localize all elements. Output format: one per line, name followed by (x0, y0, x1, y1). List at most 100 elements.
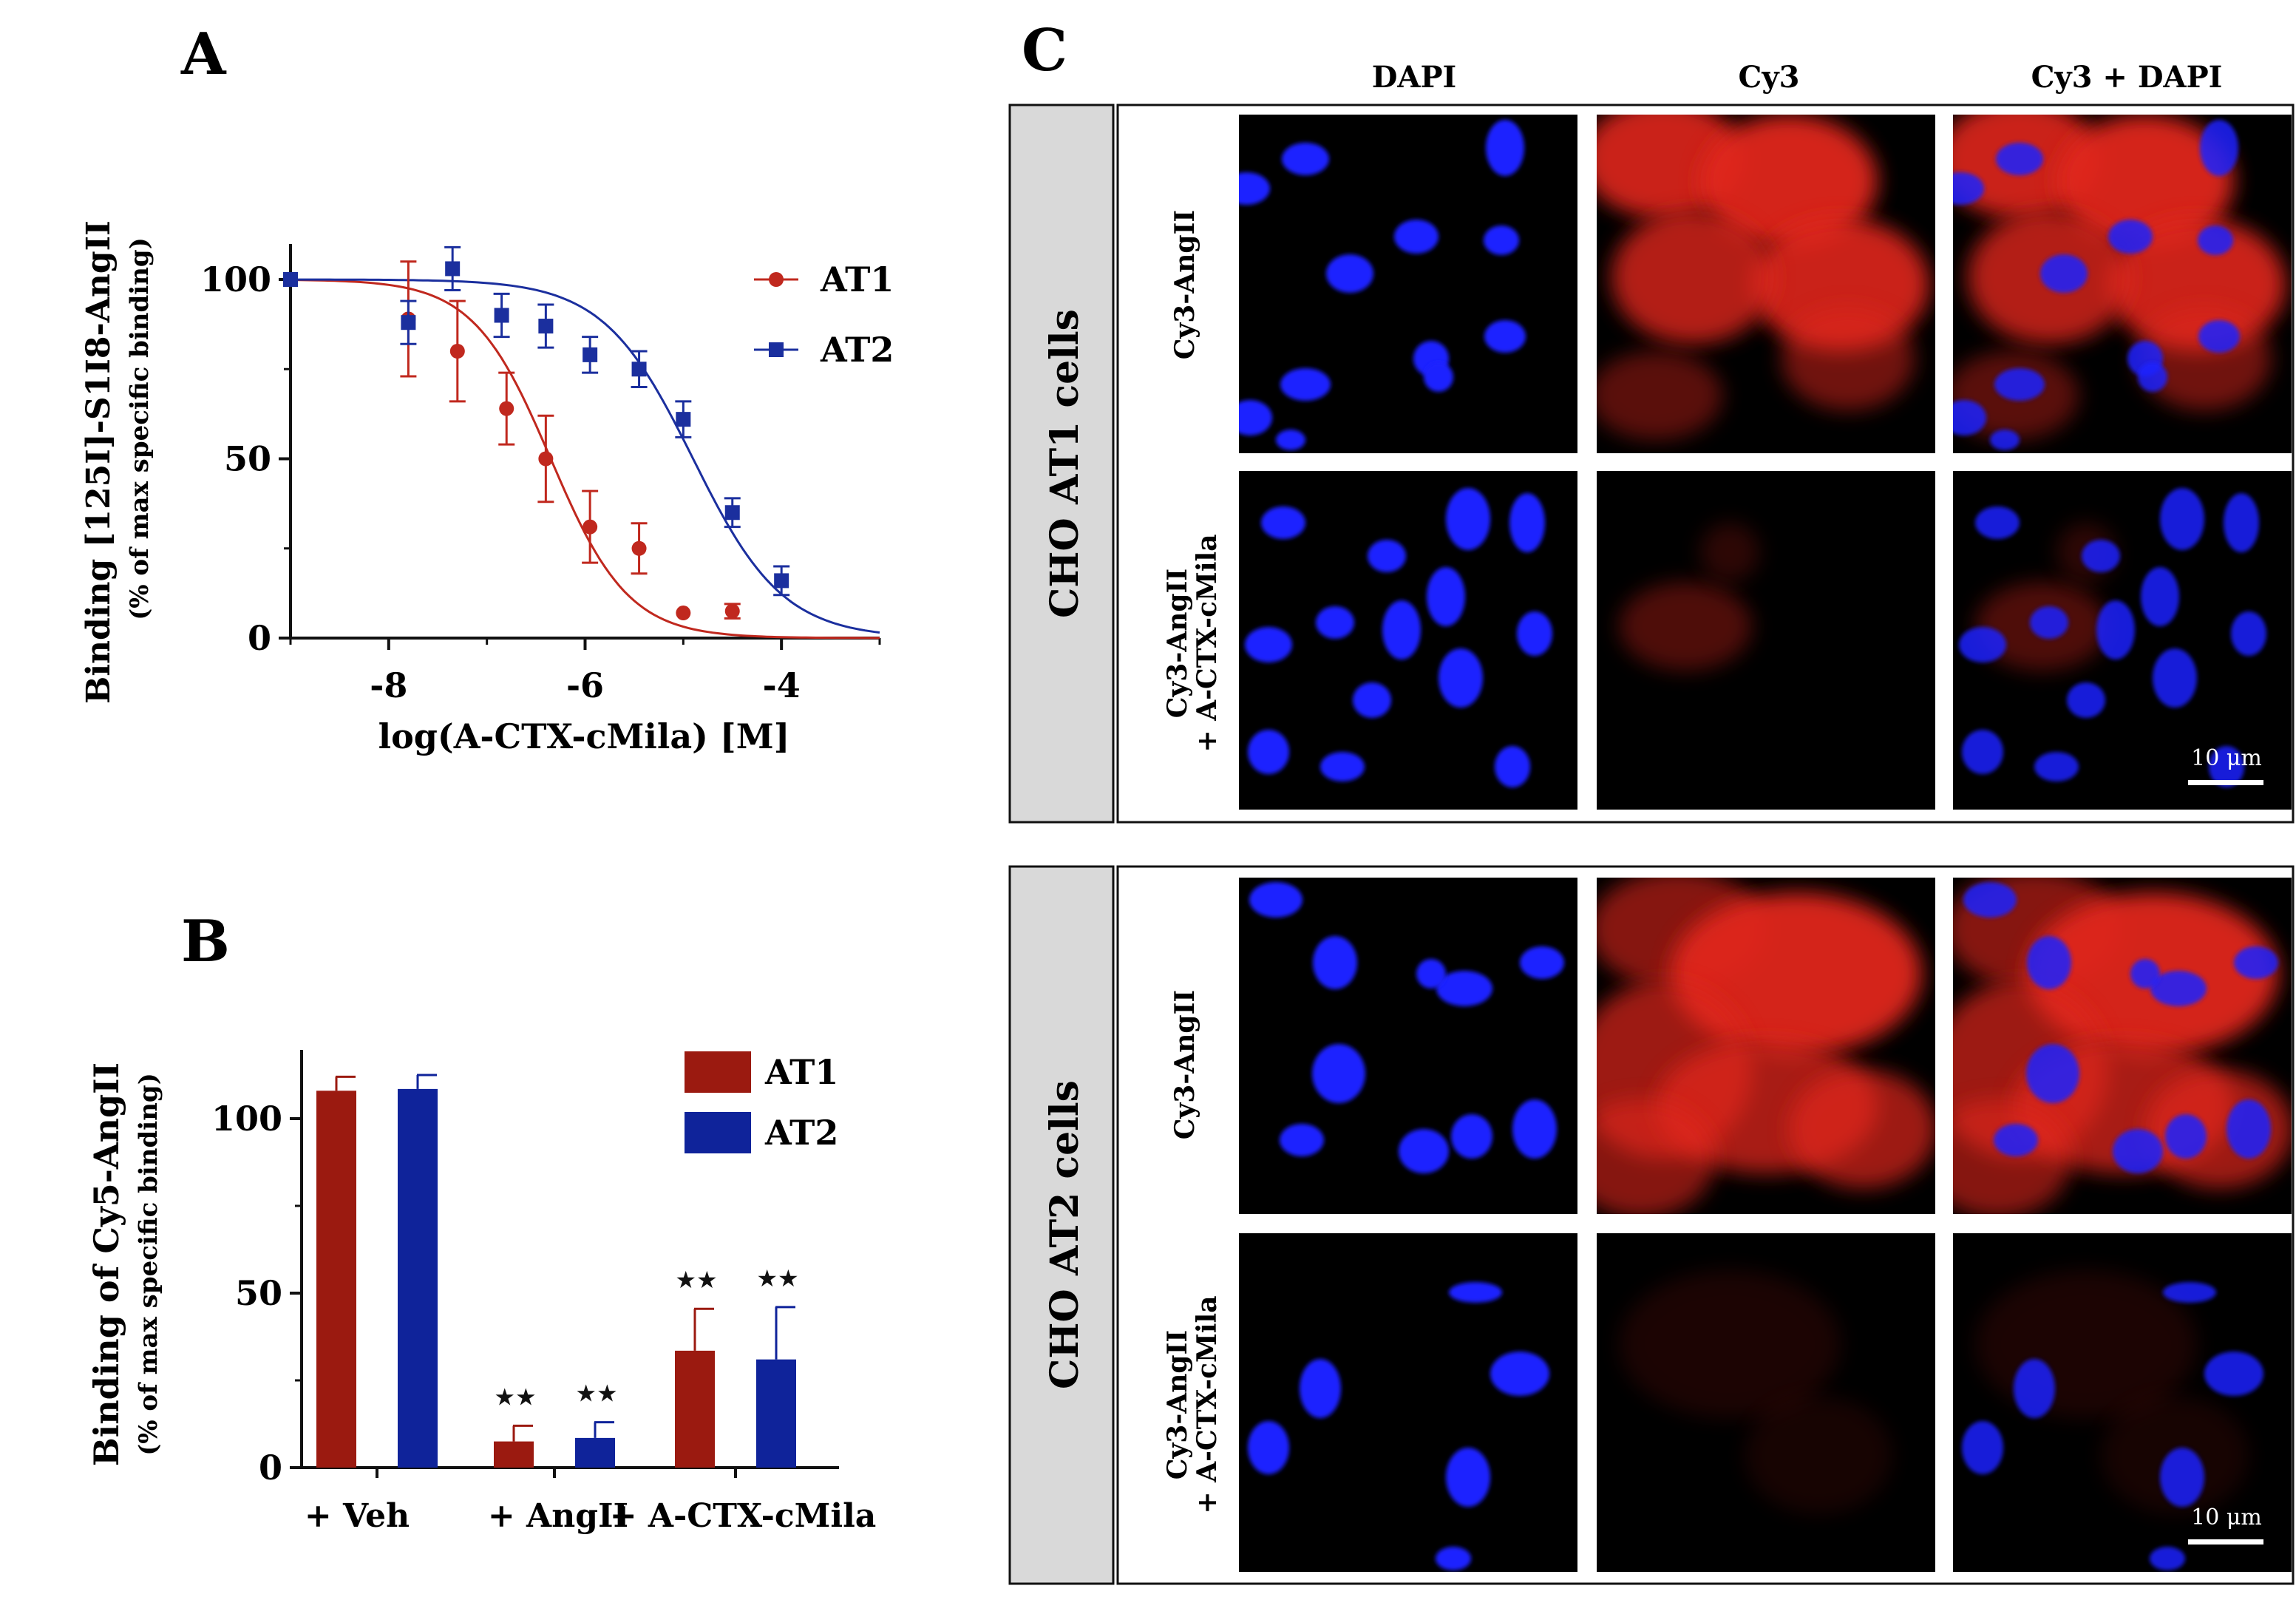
dapi-nucleus (2082, 540, 2120, 572)
scale-bar-at2 (2188, 1539, 2263, 1545)
cy3-signal (1782, 307, 1915, 410)
cell-line-label-at1: CHO AT1 cells (1042, 309, 1087, 618)
panel-label-a: A (180, 21, 227, 88)
dapi-nucleus (1427, 567, 1465, 626)
dapi-nucleus (2153, 648, 2197, 708)
chart-a-xlabel: log(A-CTX-cMila) [M] (378, 716, 790, 756)
micro-image (1597, 878, 1935, 1214)
dapi-nucleus (2113, 1129, 2163, 1173)
dapi-nucleus (2200, 120, 2238, 176)
dapi-nucleus (1490, 1352, 1549, 1396)
cy3-signal (1953, 1099, 2071, 1214)
dapi-nucleus (2198, 320, 2240, 353)
chart-a-fit-at1 (290, 279, 880, 640)
chart-b-ytick-label: 100 (211, 1099, 282, 1139)
chart-b-legend: AT1 AT2 (685, 1051, 838, 1153)
chart-a-point-at2 (724, 505, 740, 521)
chart-a-point-at2 (538, 319, 554, 334)
cy3-signal (1597, 1099, 1715, 1214)
chart-a-legend-label: AT2 (820, 330, 894, 370)
dapi-nucleus (2034, 752, 2079, 781)
dapi-nucleus (1495, 746, 1530, 787)
dapi-nucleus (2030, 606, 2068, 639)
cell-line-box-at2 (1008, 865, 1115, 1585)
micro-image-content (1619, 523, 1759, 671)
chart-b-bar-at1 (316, 1091, 356, 1468)
dapi-nucleus (1484, 320, 1526, 353)
chart-a-ytick-label: 0 (248, 618, 271, 658)
cy3-signal (1671, 892, 1922, 1055)
chart-b-xtick-label: + Veh (305, 1497, 410, 1535)
dapi-nucleus (1520, 946, 1564, 979)
dapi-nucleus (1313, 936, 1357, 989)
micro-image (1953, 878, 2292, 1214)
dapi-nucleus (1996, 143, 2043, 175)
scale-bar-at1 (2188, 780, 2263, 785)
dapi-nucleus (1517, 611, 1552, 656)
chart-b-legend-label: AT1 (764, 1052, 838, 1092)
dapi-nucleus (2138, 362, 2167, 392)
cy3-signal (1597, 351, 1722, 440)
micro-image (1239, 471, 1577, 810)
dapi-nucleus (2150, 971, 2207, 1006)
micro-image (1953, 115, 2292, 453)
cy3-signal (1611, 211, 1774, 344)
micro-image-content (1239, 120, 1526, 450)
chart-b-ylabel-sub: (% of max specific binding) (134, 1073, 163, 1456)
dapi-nucleus (1962, 1421, 2003, 1474)
column-header-cy3-dapi: Cy3 + DAPI (2031, 60, 2223, 95)
chart-b-legend-swatch (685, 1051, 751, 1093)
cy3-signal (2145, 1070, 2292, 1188)
micro-image-content (1245, 488, 1552, 787)
micro-image-content (1962, 1270, 2263, 1570)
chart-b-bar-at2 (756, 1359, 796, 1468)
micro-image-content (1249, 882, 1564, 1173)
dapi-nucleus (1239, 172, 1270, 205)
dapi-nucleus (1300, 1359, 1341, 1418)
row-label-at2-1: Cy3-AngII (1169, 990, 1200, 1140)
cy3-signal (1700, 115, 1878, 248)
chart-a-point-at2 (445, 261, 461, 277)
dapi-nucleus (1436, 971, 1492, 1006)
dapi-nucleus (2108, 220, 2153, 254)
cy3-signal (1619, 582, 1752, 671)
dapi-nucleus (2231, 611, 2266, 656)
dapi-nucleus (1382, 600, 1421, 660)
dapi-nucleus (1994, 368, 2045, 401)
dapi-nucleus (2026, 1044, 2079, 1103)
chart-a-point-at2 (631, 362, 647, 377)
dapi-nucleus (1424, 362, 1453, 392)
panel-a: A 0 50 100 -8 -6 -4 AT1 AT2 log(A-CTX-cMila) [… (80, 21, 894, 756)
dapi-nucleus (2040, 254, 2088, 293)
chart-b-ylabel: Binding of Cy5-AngII (86, 1062, 126, 1466)
chart-a-point-at2 (676, 412, 691, 427)
chart-b-bar-at1 (675, 1350, 715, 1468)
micro-image-content (1597, 878, 1935, 1214)
dapi-nucleus (2027, 936, 2071, 989)
micro-image-content (1248, 1282, 1549, 1570)
cy3-signal (1700, 523, 1759, 582)
chart-a-ytick-label: 50 (224, 439, 271, 479)
chart-b-significance: ★★ (575, 1380, 617, 1408)
dapi-nucleus (1512, 1099, 1557, 1159)
row-label-at1-2a: Cy3-AngII (1162, 569, 1193, 719)
chart-a-point-at1 (499, 401, 514, 416)
chart-a-legend-marker (769, 342, 784, 357)
micro-image (1239, 878, 1577, 1214)
chart-a-point-at1 (583, 519, 598, 535)
chart-a-legend-label: AT1 (820, 260, 894, 299)
cell-line-box-at1 (1008, 104, 1115, 824)
dapi-nucleus (1486, 120, 1524, 176)
dapi-nucleus (1276, 430, 1305, 450)
dapi-nucleus (1446, 1448, 1490, 1507)
chart-a-point-at1 (538, 451, 554, 467)
dapi-nucleus (1282, 143, 1329, 175)
dapi-nucleus (1990, 430, 2020, 450)
chart-a-legend: AT1 AT2 (754, 260, 894, 370)
micro-image-content (1597, 115, 1929, 440)
dapi-nucleus (1394, 220, 1439, 254)
dapi-nucleus (1280, 368, 1331, 401)
panel-c: C DAPI Cy3 Cy3 + DAPI CHO AT1 cells Cy3-… (1008, 17, 2295, 1585)
